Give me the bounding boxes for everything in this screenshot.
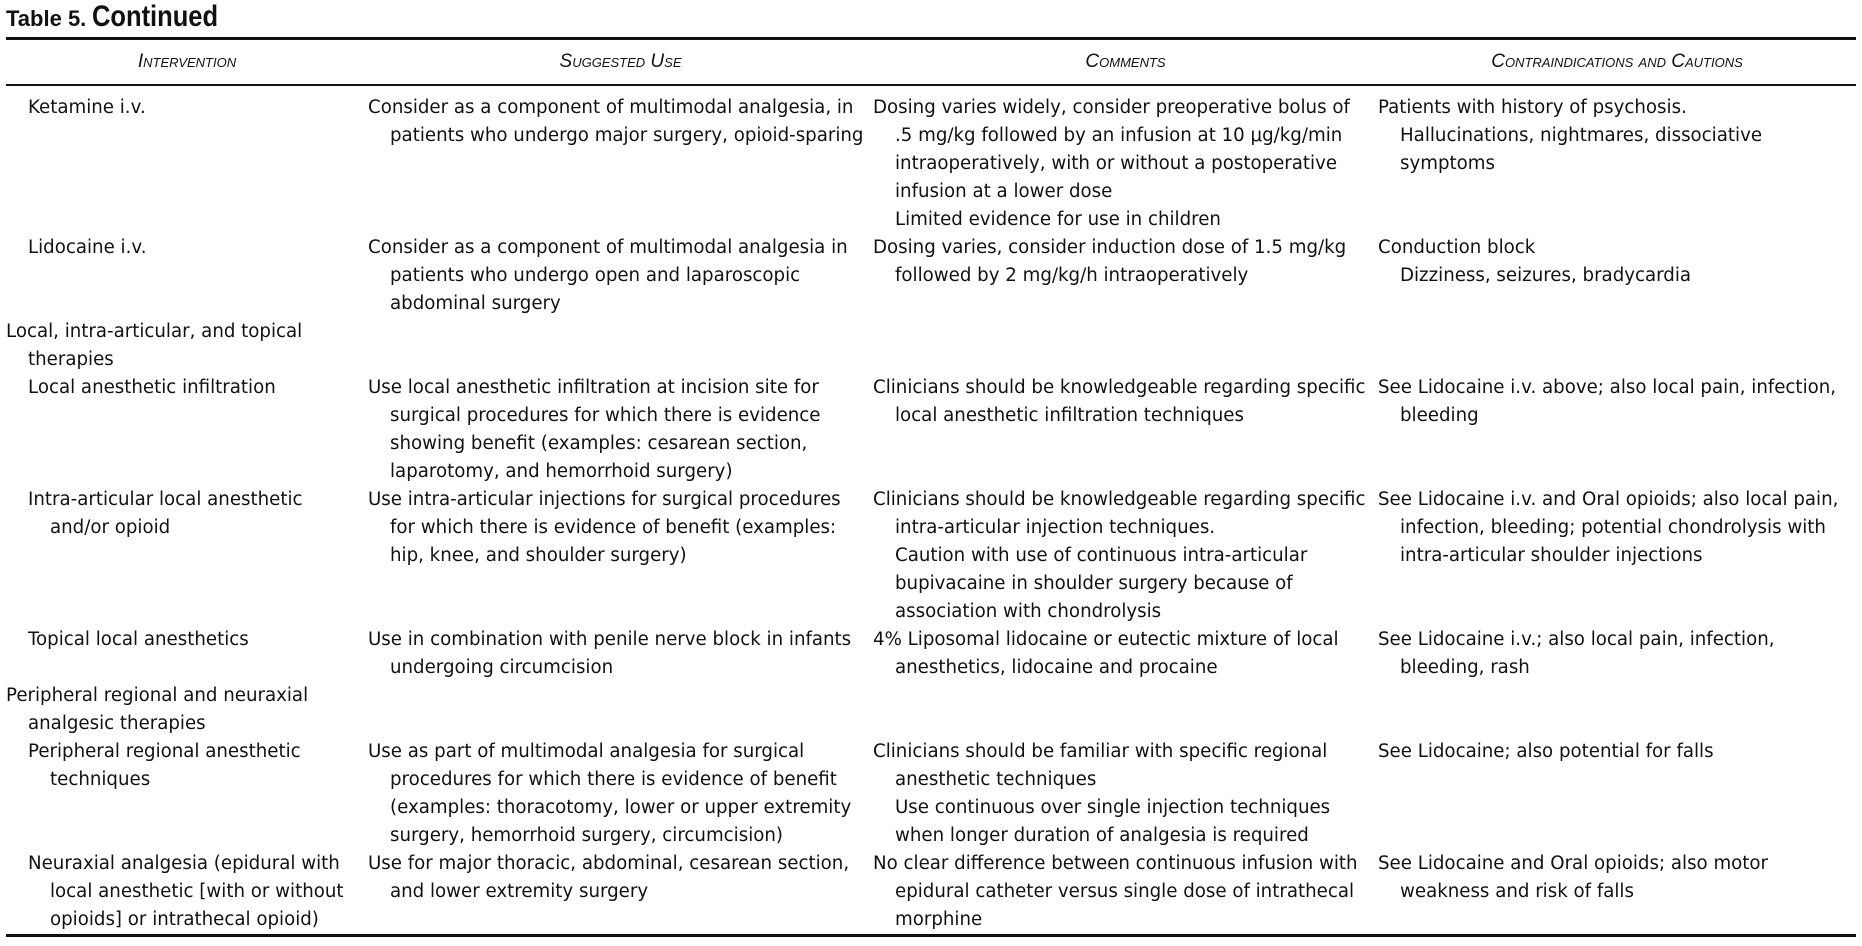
comments-text: Caution with use of continuous intra-art… [895,545,1308,622]
suggested-use-text: Use local anesthetic infiltration at inc… [368,377,821,482]
suggested-use-cell: Consider as a component of multimodal an… [368,234,873,318]
cautions-text: See Lidocaine i.v. above; also local pai… [1378,377,1837,426]
comments-cell: Clinicians should be familiar with speci… [873,738,1378,850]
comments-cell: Clinicians should be knowledgeable regar… [873,374,1378,486]
suggested-use-cell: Use as part of multimodal analgesia for … [368,738,873,850]
intervention-text: Local anesthetic infiltration [28,377,276,398]
suggested-use-cell: Use for major thoracic, abdominal, cesar… [368,850,873,936]
comments-cell: No clear difference between continuous i… [873,850,1378,936]
section-heading: Peripheral regional and neuraxial analge… [6,685,309,734]
suggested-use-cell: Use intra-articular injections for surgi… [368,486,873,626]
comments-cell: Clinicians should be knowledgeable regar… [873,486,1378,626]
intervention-text: Intra-articular local anesthetic and/or … [28,489,303,538]
comments-text: Clinicians should be familiar with speci… [873,741,1328,790]
suggested-use-text: Use in combination with penile nerve blo… [368,629,852,678]
cautions-cell: See Lidocaine and Oral opioids; also mot… [1378,850,1856,936]
cautions-cell: Patients with history of psychosis. Hallu… [1378,85,1856,234]
table-row: Lidocaine i.v. Consider as a component of… [6,234,1856,318]
section-cell: Local, intra-articular, and topical ther… [6,318,368,374]
table-title: Table 5. Continued [6,0,241,36]
cautions-text: Conduction block [1378,237,1536,258]
cautions-text: See Lidocaine and Oral opioids; also mot… [1378,853,1769,902]
comments-text: Dosing varies, consider induction dose o… [873,237,1347,286]
suggested-use-cell: Use local anesthetic infiltration at inc… [368,374,873,486]
cautions-text: Hallucinations, nightmares, dissociative… [1400,125,1763,174]
suggested-use-text: Use for major thoracic, abdominal, cesar… [368,853,850,902]
intervention-cell: Topical local anesthetics [6,626,368,682]
table: Intervention Suggested Use Comments Contrai… [6,37,1856,937]
intervention-cell: Peripheral regional anesthetic technique… [6,738,368,850]
cautions-text: See Lidocaine i.v. and Oral opioids; als… [1378,489,1839,566]
comments-text: 4% Liposomal lidocaine or eutectic mixtu… [873,629,1339,678]
suggested-use-text: Use intra-articular injections for surgi… [368,489,841,566]
table-row: Local anesthetic infiltration Use local a… [6,374,1856,486]
intervention-cell: Ketamine i.v. [6,85,368,234]
table-body: Ketamine i.v. Consider as a component of … [6,85,1856,936]
comments-text: Limited evidence for use in children [895,209,1221,230]
intervention-cell: Intra-articular local anesthetic and/or … [6,486,368,626]
empty-cell [368,682,873,738]
column-header: Comments [873,38,1378,86]
cautions-text: See Lidocaine; also potential for falls [1378,741,1714,762]
section-row: Peripheral regional and neuraxial analge… [6,682,1856,738]
intervention-cell: Local anesthetic infiltration [6,374,368,486]
intervention-text: Peripheral regional anesthetic technique… [28,741,301,790]
cautions-text: Dizziness, seizures, bradycardia [1400,265,1692,286]
comments-text: Use continuous over single injection tec… [895,797,1331,846]
cautions-cell: See Lidocaine i.v. above; also local pai… [1378,374,1856,486]
comments-text: No clear difference between continuous i… [873,853,1358,930]
cautions-cell: See Lidocaine i.v. and Oral opioids; als… [1378,486,1856,626]
column-header: Contraindications and Cautions [1378,38,1856,86]
section-cell: Peripheral regional and neuraxial analge… [6,682,368,738]
column-header: Suggested Use [368,38,873,86]
suggested-use-text: Consider as a component of multimodal an… [368,237,848,314]
empty-cell [368,318,873,374]
suggested-use-cell: Use in combination with penile nerve blo… [368,626,873,682]
column-header: Intervention [6,38,368,86]
intervention-text: Lidocaine i.v. [28,237,147,258]
cautions-text: See Lidocaine i.v.; also local pain, inf… [1378,629,1775,678]
cautions-cell: See Lidocaine i.v.; also local pain, inf… [1378,626,1856,682]
section-row: Local, intra-articular, and topical ther… [6,318,1856,374]
comments-cell: 4% Liposomal lidocaine or eutectic mixtu… [873,626,1378,682]
empty-cell [1378,682,1856,738]
empty-cell [873,318,1378,374]
table-row: Intra-articular local anesthetic and/or … [6,486,1856,626]
intervention-cell: Lidocaine i.v. [6,234,368,318]
cautions-cell: See Lidocaine; also potential for falls [1378,738,1856,850]
comments-text: Clinicians should be knowledgeable regar… [873,489,1366,538]
section-heading: Local, intra-articular, and topical ther… [6,321,303,370]
table-label: Table 5. [6,6,87,31]
comments-text: Dosing varies widely, consider preoperat… [873,97,1350,202]
empty-cell [1378,318,1856,374]
comments-cell: Dosing varies, consider induction dose o… [873,234,1378,318]
cautions-text: Patients with history of psychosis. [1378,97,1687,118]
table-row: Ketamine i.v. Consider as a component of … [6,85,1856,234]
table-row: Peripheral regional anesthetic technique… [6,738,1856,850]
header-row: Intervention Suggested Use Comments Contrai… [6,38,1856,86]
table-row: Neuraxial analgesia (epidural with local… [6,850,1856,936]
intervention-text: Neuraxial analgesia (epidural with local… [28,853,344,930]
intervention-cell: Neuraxial analgesia (epidural with local… [6,850,368,936]
empty-cell [873,682,1378,738]
intervention-text: Ketamine i.v. [28,97,146,118]
suggested-use-cell: Consider as a component of multimodal an… [368,85,873,234]
intervention-text: Topical local anesthetics [28,629,249,650]
table-caption: Continued [92,0,219,33]
comments-cell: Dosing varies widely, consider preoperat… [873,85,1378,234]
suggested-use-text: Use as part of multimodal analgesia for … [368,741,852,846]
suggested-use-text: Consider as a component of multimodal an… [368,97,864,146]
comments-text: Clinicians should be knowledgeable regar… [873,377,1366,426]
table-row: Topical local anesthetics Use in combinat… [6,626,1856,682]
cautions-cell: Conduction block Dizziness, seizures, bra… [1378,234,1856,318]
